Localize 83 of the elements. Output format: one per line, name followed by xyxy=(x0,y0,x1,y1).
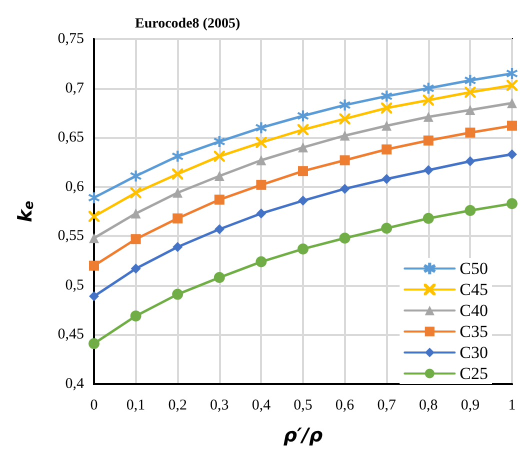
x-tick-label: 0 xyxy=(90,398,98,414)
point xyxy=(382,174,392,184)
x-tick-label: 0,4 xyxy=(252,398,272,414)
point xyxy=(340,130,350,141)
y-tick-label: 0,55 xyxy=(58,228,84,244)
legend-label: C50 xyxy=(460,259,488,278)
point xyxy=(423,112,434,122)
legend-label: C30 xyxy=(460,343,488,362)
point xyxy=(172,242,183,252)
y-tick-label: 0,4 xyxy=(65,376,84,392)
y-tick-label: 0,45 xyxy=(58,326,84,343)
legend-label: C35 xyxy=(460,322,488,341)
point xyxy=(298,243,308,254)
point xyxy=(298,196,308,206)
point xyxy=(172,188,183,198)
point xyxy=(256,155,266,166)
point xyxy=(214,224,224,234)
point xyxy=(89,291,99,302)
point xyxy=(506,68,518,79)
point xyxy=(298,110,308,122)
legend-label: C45 xyxy=(460,280,488,299)
point xyxy=(507,98,517,108)
point xyxy=(339,232,350,244)
point xyxy=(464,74,476,86)
point xyxy=(422,212,434,224)
x-tick-label: 0,5 xyxy=(294,398,312,414)
point xyxy=(340,155,350,166)
point xyxy=(423,136,434,146)
x-tick-label: 0,3 xyxy=(210,398,229,414)
y-axis-title: ke xyxy=(14,200,37,222)
point xyxy=(88,192,100,204)
x-tick-label: 0,8 xyxy=(419,398,438,414)
point xyxy=(214,136,225,148)
point xyxy=(88,338,100,350)
point xyxy=(256,208,266,218)
point xyxy=(130,310,142,322)
legend-label: C40 xyxy=(460,301,488,320)
point xyxy=(130,208,141,218)
point xyxy=(382,120,392,131)
x-tick-label: 0,7 xyxy=(377,398,396,414)
point xyxy=(89,233,99,244)
y-tick-label: 0,6 xyxy=(65,178,84,195)
point xyxy=(464,205,476,216)
point xyxy=(130,170,142,182)
y-tick-label: 0,5 xyxy=(65,277,84,294)
point xyxy=(89,260,99,271)
point xyxy=(214,194,224,205)
point xyxy=(256,122,267,134)
chart-title: Eurocode8 (2005) xyxy=(135,16,240,32)
x-tick-label: 0,2 xyxy=(168,398,187,414)
point xyxy=(298,166,308,176)
point xyxy=(507,149,517,160)
x-tick-label: 0,6 xyxy=(335,398,355,414)
point xyxy=(172,288,184,300)
point xyxy=(256,256,267,268)
point xyxy=(214,171,224,182)
point xyxy=(423,165,434,176)
point xyxy=(465,104,476,115)
point xyxy=(465,156,476,166)
point xyxy=(256,180,266,190)
x-tick-label: 1 xyxy=(508,398,516,414)
point xyxy=(381,222,392,234)
x-tick-label: 0,9 xyxy=(460,398,480,414)
y-tick-label: 0,75 xyxy=(58,31,84,47)
point xyxy=(214,272,225,284)
point xyxy=(172,150,184,162)
y-tick-label: 0,65 xyxy=(58,130,84,146)
point xyxy=(465,128,476,138)
point xyxy=(130,234,141,244)
legend-label: C25 xyxy=(460,364,488,383)
point xyxy=(507,120,517,131)
point xyxy=(422,82,434,94)
point xyxy=(172,213,183,224)
x-axis-title: ρ′/ρ xyxy=(283,424,323,446)
point xyxy=(340,184,350,194)
point xyxy=(339,100,350,111)
point xyxy=(298,142,308,152)
x-tick-label: 0,1 xyxy=(126,398,146,414)
point xyxy=(506,198,518,210)
y-tick-label: 0,7 xyxy=(65,80,84,96)
point xyxy=(382,144,392,154)
point xyxy=(130,264,141,274)
point xyxy=(381,90,392,102)
